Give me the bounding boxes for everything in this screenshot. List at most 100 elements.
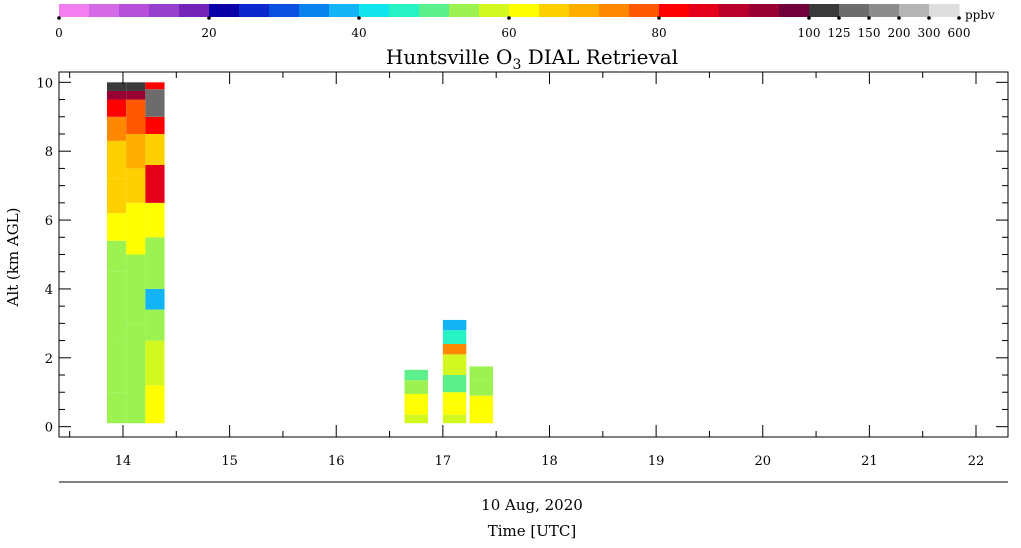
ozone-cell bbox=[126, 254, 146, 324]
ozone-cell bbox=[145, 340, 165, 386]
ozone-cell bbox=[126, 375, 146, 424]
colorbar-swatch bbox=[239, 4, 270, 17]
y-tick-label: 6 bbox=[45, 214, 53, 229]
date-label: 10 Aug, 2020 bbox=[481, 496, 583, 514]
colorbar-swatch bbox=[599, 4, 630, 17]
x-tick-label: 19 bbox=[648, 454, 665, 469]
colorbar-ticks: 0 20 40 60 80 100 125 150 200 300 600 bbox=[55, 16, 970, 40]
colorbar-tick-label: 100 bbox=[798, 26, 821, 40]
colorbar-tick-label: 200 bbox=[888, 26, 911, 40]
colorbar-swatch bbox=[269, 4, 300, 17]
profile-column bbox=[145, 82, 165, 424]
ozone-cell bbox=[404, 380, 428, 394]
ozone-cell bbox=[145, 237, 165, 289]
chart-title: Huntsville O3 DIAL Retrieval bbox=[386, 45, 678, 73]
colorbar-tick-label: 600 bbox=[948, 26, 971, 40]
ozone-cell bbox=[469, 380, 493, 396]
ozone-cell bbox=[106, 178, 127, 214]
colorbar-swatch bbox=[839, 4, 870, 17]
ozone-cell bbox=[126, 168, 146, 203]
ozone-cell bbox=[106, 340, 127, 393]
ozone-cell bbox=[106, 90, 127, 100]
colorbar-tick-label: 40 bbox=[351, 26, 366, 40]
ozone-cell bbox=[442, 375, 467, 393]
colorbar-tick-mark bbox=[207, 16, 211, 20]
chart-title-main: Huntsville O bbox=[386, 45, 513, 69]
ozone-cell bbox=[442, 319, 467, 331]
ozone-cell bbox=[106, 82, 127, 91]
profile-column bbox=[469, 366, 493, 424]
ozone-cell bbox=[404, 393, 428, 405]
ozone-cell bbox=[442, 404, 467, 415]
ozone-cell bbox=[126, 90, 146, 100]
ozone-cell bbox=[145, 82, 165, 90]
y-tick-label: 2 bbox=[45, 352, 53, 367]
ozone-cell bbox=[145, 309, 165, 341]
ozone-cell bbox=[106, 271, 127, 341]
ozone-cell bbox=[145, 116, 165, 134]
y-tick-label: 4 bbox=[45, 283, 53, 298]
colorbar-tick-label: 0 bbox=[55, 26, 63, 40]
colorbar-swatch bbox=[299, 4, 330, 17]
ozone-cell bbox=[442, 414, 467, 424]
ozone-cell bbox=[442, 354, 467, 376]
profile-column bbox=[106, 82, 127, 424]
colorbar-tick-mark bbox=[837, 16, 841, 20]
colorbar-tick-mark bbox=[357, 16, 361, 20]
colorbar-tick-label: 80 bbox=[651, 26, 666, 40]
ozone-cell bbox=[145, 202, 165, 238]
colorbar-swatch bbox=[449, 4, 480, 17]
ozone-cell bbox=[404, 414, 428, 424]
x-axis-title: Time [UTC] bbox=[488, 522, 577, 540]
y-axis-title: Alt (km AGL) bbox=[4, 208, 22, 308]
ozone-cell bbox=[469, 366, 493, 381]
colorbar-swatch bbox=[389, 4, 420, 17]
ozone-cell bbox=[469, 395, 493, 410]
profile-column bbox=[126, 82, 146, 424]
plot-frame bbox=[58, 71, 1009, 438]
ozone-cell bbox=[145, 385, 165, 424]
colorbar-tick-mark bbox=[867, 16, 871, 20]
profile-column bbox=[442, 319, 467, 424]
x-tick-label: 16 bbox=[328, 454, 345, 469]
colorbar-swatch bbox=[419, 4, 450, 17]
colorbar-swatch bbox=[809, 4, 840, 17]
colorbar-tick-mark bbox=[657, 16, 661, 20]
colorbar-tick-label: 125 bbox=[828, 26, 851, 40]
plot-axes: 14 15 16 17 18 19 20 21 22 0 2 4 6 8 10 bbox=[36, 71, 1009, 469]
colorbar-swatch bbox=[689, 4, 720, 17]
ozone-cell bbox=[106, 116, 127, 141]
colorbar-swatch bbox=[929, 4, 960, 17]
colorbar-unit-label: ppbv bbox=[965, 8, 995, 22]
x-tick-label: 20 bbox=[754, 454, 771, 469]
colorbar-swatch bbox=[479, 4, 510, 17]
colorbar-swatch bbox=[359, 4, 390, 17]
profile-column bbox=[404, 369, 428, 424]
colorbar-swatch bbox=[89, 4, 120, 17]
colorbar-tick-label: 60 bbox=[501, 26, 516, 40]
ozone-cell bbox=[442, 344, 467, 355]
colorbar-swatch bbox=[149, 4, 180, 17]
x-tick-label: 21 bbox=[861, 454, 878, 469]
colorbar-swatch bbox=[179, 4, 210, 17]
ozone-cell bbox=[145, 133, 165, 165]
colorbar-swatch bbox=[749, 4, 780, 17]
ozone-cell bbox=[442, 330, 467, 345]
ozone-cell bbox=[126, 99, 146, 134]
colorbar-tick-label: 300 bbox=[918, 26, 941, 40]
colorbar-swatch bbox=[119, 4, 150, 17]
colorbar-swatch bbox=[539, 4, 570, 17]
colorbar-tick-mark bbox=[957, 16, 961, 20]
ozone-cell bbox=[126, 133, 146, 169]
colorbar-swatch bbox=[779, 4, 810, 17]
colorbar bbox=[59, 4, 960, 17]
x-tick-label: 17 bbox=[435, 454, 452, 469]
colorbar-tick-mark bbox=[507, 16, 511, 20]
colorbar-swatch bbox=[659, 4, 690, 17]
colorbar-swatch bbox=[59, 4, 90, 17]
colorbar-swatch bbox=[629, 4, 660, 17]
ozone-cell bbox=[106, 99, 127, 117]
ozone-cell bbox=[145, 164, 165, 203]
colorbar-tick-mark bbox=[897, 16, 901, 20]
ozone-cell bbox=[126, 323, 146, 376]
